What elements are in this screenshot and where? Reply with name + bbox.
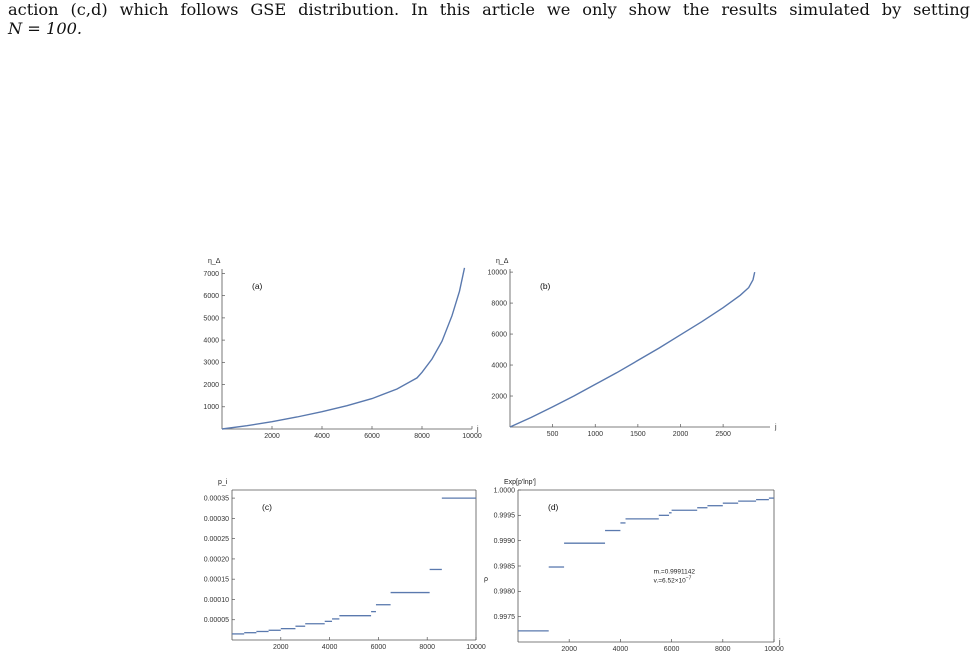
chart-b: 2000 4000 6000 8000 10000 500 1000 1500 2000 2500… <box>488 258 777 438</box>
x-tick-label-b-3: 2000 <box>673 431 689 438</box>
x-tick-label-c-3: 8000 <box>419 644 435 651</box>
y-tick-label-b-4: 10000 <box>488 269 508 276</box>
y-tick-label-d-4: 0.9995 <box>494 513 516 520</box>
panel-c: 0.00005 0.00010 0.00015 0.00020 0.00025 0.000… <box>190 470 486 652</box>
y-tick-label-a-0: 1000 <box>203 404 219 411</box>
panel-label-a: (a) <box>252 281 263 291</box>
panel-label-c: (c) <box>262 502 272 512</box>
chart-c: 0.00005 0.00010 0.00015 0.00020 0.00025 0.000… <box>204 479 486 651</box>
y-tick-label-a-2: 3000 <box>203 360 219 367</box>
chart-a: 1000 2000 3000 4000 5000 6000 7000 2000 4000 6000… <box>203 258 482 440</box>
chart-d: 0.9975 0.9980 0.9985 0.9990 0.9995 1.0000 2000… <box>484 479 784 653</box>
x-tick-label-c-0: 2000 <box>273 644 289 651</box>
side-label-d: ρ <box>484 576 488 583</box>
y-tick-label-c-5: 0.00030 <box>204 516 229 523</box>
y-tick-label-a-4: 5000 <box>203 315 219 322</box>
y-tick-label-d-2: 0.9985 <box>494 563 516 570</box>
panel-b: 2000 4000 6000 8000 10000 500 1000 1500 2000 2500… <box>484 255 777 445</box>
panel-a: 1000 2000 3000 4000 5000 6000 7000 2000 4000 6000… <box>200 255 482 445</box>
x-label-d: j <box>778 639 781 646</box>
y-label-b: η_Δ <box>496 258 509 265</box>
y-tick-label-b-0: 2000 <box>491 393 507 400</box>
panel-label-d: (d) <box>548 502 559 512</box>
y-tick-label-d-3: 0.9990 <box>494 538 516 545</box>
x-tick-label-c-2: 6000 <box>371 644 387 651</box>
x-tick-label-d-2: 6000 <box>664 646 680 653</box>
x-tick-label-a-0: 2000 <box>264 433 280 440</box>
annotation-variance-exponent: −7 <box>686 576 692 582</box>
x-tick-label-a-1: 4000 <box>314 433 330 440</box>
y-tick-label-b-2: 6000 <box>491 331 507 338</box>
x-tick-label-a-3: 8000 <box>414 433 430 440</box>
y-tick-label-d-5: 1.0000 <box>494 487 516 494</box>
y-tick-label-c-6: 0.00035 <box>204 496 229 503</box>
paragraph-line-2: N = 100. <box>8 19 83 38</box>
curve-b <box>509 271 756 428</box>
x-tick-label-d-4: 10000 <box>764 646 784 653</box>
y-tick-label-b-1: 4000 <box>491 362 507 369</box>
panel-d: 0.9975 0.9980 0.9985 0.9990 0.9995 1.0000 2000… <box>478 470 784 653</box>
x-label-b: j <box>774 424 777 431</box>
x-tick-label-d-1: 4000 <box>613 646 629 653</box>
y-tick-label-c-3: 0.00020 <box>204 556 229 563</box>
curve-a <box>221 267 466 430</box>
y-tick-label-c-2: 0.00015 <box>204 577 229 584</box>
y-label-c: p_i <box>218 479 228 486</box>
y-tick-label-a-5: 6000 <box>203 293 219 300</box>
y-tick-label-a-6: 7000 <box>203 271 219 278</box>
x-tick-label-b-1: 1000 <box>587 431 603 438</box>
panel-label-b: (b) <box>540 281 551 291</box>
x-tick-label-a-4: 10000 <box>462 433 482 440</box>
y-tick-label-c-1: 0.00010 <box>204 597 229 604</box>
y-label-a: η_Δ <box>208 258 221 265</box>
y-tick-label-a-3: 4000 <box>203 338 219 345</box>
x-tick-label-b-4: 2500 <box>715 431 731 438</box>
y-tick-label-d-1: 0.9980 <box>494 589 516 596</box>
x-tick-label-c-4: 10000 <box>466 644 486 651</box>
y-tick-label-a-1: 2000 <box>203 382 219 389</box>
y-tick-label-b-3: 8000 <box>491 300 507 307</box>
x-tick-label-c-1: 4000 <box>322 644 338 651</box>
paragraph-line-1: action (c,d) which follows GSE distribut… <box>8 0 970 19</box>
annotation-mean: m.=0.9991142 <box>654 569 696 576</box>
y-tick-label-d-0: 0.9975 <box>494 614 516 621</box>
x-label-a: j <box>476 426 479 433</box>
x-tick-label-d-0: 2000 <box>561 646 577 653</box>
caption-paragraph: action (c,d) which follows GSE distribut… <box>8 0 970 38</box>
y-tick-label-c-4: 0.00025 <box>204 536 229 543</box>
x-tick-label-b-2: 1500 <box>630 431 646 438</box>
y-tick-label-c-0: 0.00005 <box>204 617 229 624</box>
y-label-d: Exp[p'lnp'] <box>504 479 536 486</box>
annotation-variance: v.=6.52×10−7 <box>654 576 692 585</box>
x-tick-label-d-3: 8000 <box>715 646 731 653</box>
x-tick-label-a-2: 6000 <box>364 433 380 440</box>
x-tick-label-b-0: 500 <box>547 431 559 438</box>
